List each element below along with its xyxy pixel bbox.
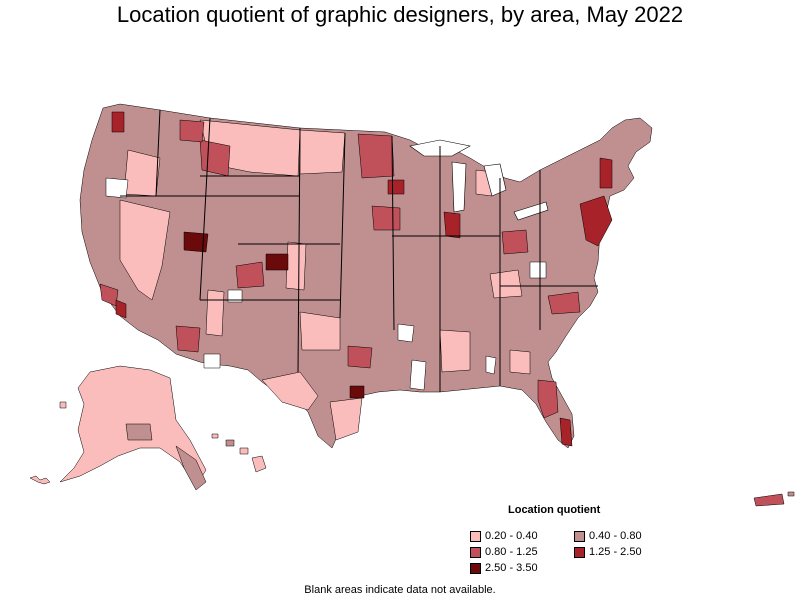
hawaii-oahu xyxy=(225,439,235,447)
louisiana-highest-region xyxy=(349,385,365,399)
iowa-medium-region xyxy=(371,205,401,231)
new-mexico-low-region xyxy=(205,289,225,337)
nevada-low-region xyxy=(119,199,171,301)
west-texas-low-region xyxy=(261,371,319,411)
alaska-island-1 xyxy=(59,401,67,409)
alaska-anchorage-area xyxy=(125,423,153,441)
oklahoma-medium-region xyxy=(347,345,373,369)
map-title: Location quotient of graphic designers, … xyxy=(116,2,684,27)
legend-label: 0.20 - 0.40 xyxy=(485,530,538,542)
legend-item-0-40-0-80: 0.40 - 0.80 xyxy=(574,530,642,542)
gulf-texas-low-region xyxy=(329,397,363,441)
florida-medium-region xyxy=(537,379,559,419)
legend-label: 2.50 - 3.50 xyxy=(485,562,538,574)
alaska-aleutian-islands xyxy=(29,475,51,485)
los-angeles-high-region xyxy=(115,299,127,319)
alaska-southeast xyxy=(175,445,207,491)
north-carolina-medium-region xyxy=(547,291,581,315)
no-data-mississippi xyxy=(409,359,427,391)
virgin-islands xyxy=(787,491,795,497)
north-dakota-low-region xyxy=(299,129,346,175)
miami-high-region xyxy=(559,417,573,447)
legend-swatch xyxy=(470,562,481,574)
north-texas-low-region xyxy=(299,311,341,351)
legend-item-1-25-2-50: 1.25 - 2.50 xyxy=(574,546,642,558)
no-data-new-mexico xyxy=(227,289,243,303)
minneapolis-high-region xyxy=(387,179,405,195)
legend-label: 0.80 - 1.25 xyxy=(485,546,538,558)
legend-item-0-20-0-40: 0.20 - 0.40 xyxy=(470,530,538,542)
puerto-rico xyxy=(753,493,785,507)
no-data-west-virginia xyxy=(529,261,547,279)
oregon-east-low-region xyxy=(123,149,161,197)
arizona-medium-region xyxy=(175,325,201,353)
no-data-alabama xyxy=(485,355,497,375)
legend-swatch xyxy=(470,530,481,542)
no-data-arizona-south xyxy=(203,353,221,369)
legend-swatch xyxy=(574,530,585,542)
state-boundaries xyxy=(120,109,598,392)
no-data-idaho xyxy=(105,177,129,199)
chicago-high-region xyxy=(443,211,461,239)
kentucky-low-region xyxy=(489,269,523,299)
colorado-east-low-region xyxy=(285,241,307,291)
legend-swatch xyxy=(574,546,585,558)
contiguous-us xyxy=(79,103,653,449)
legend-label: 0.40 - 0.80 xyxy=(589,530,642,542)
utah-highest-region xyxy=(183,231,209,253)
washington-medium-region xyxy=(179,119,205,143)
mississippi-low-region xyxy=(439,329,471,373)
vermont-high-region xyxy=(599,157,613,189)
northeast-corridor-high-region xyxy=(579,195,613,247)
no-data-tennessee xyxy=(397,323,415,343)
hawaii-big-island xyxy=(251,455,267,473)
hawaii-kauai xyxy=(211,433,219,439)
ohio-medium-region xyxy=(501,229,529,255)
lake-michigan xyxy=(451,161,467,213)
seattle-high-region xyxy=(111,111,125,133)
legend-item-2-50-3-50: 2.50 - 3.50 xyxy=(470,562,538,574)
legend-title: Location quotient xyxy=(508,504,601,516)
colorado-medium-region xyxy=(235,261,265,289)
idaho-medium-region xyxy=(199,139,231,177)
footnote: Blank areas indicate data not available. xyxy=(304,584,496,596)
georgia-low-region xyxy=(509,349,531,375)
hawaii-maui xyxy=(239,447,249,455)
denver-highest-region xyxy=(265,253,289,271)
minnesota-medium-region xyxy=(357,133,395,179)
legend-item-0-80-1-25: 0.80 - 1.25 xyxy=(470,546,538,558)
legend-label: 1.25 - 2.50 xyxy=(589,546,642,558)
legend-swatch xyxy=(470,546,481,558)
